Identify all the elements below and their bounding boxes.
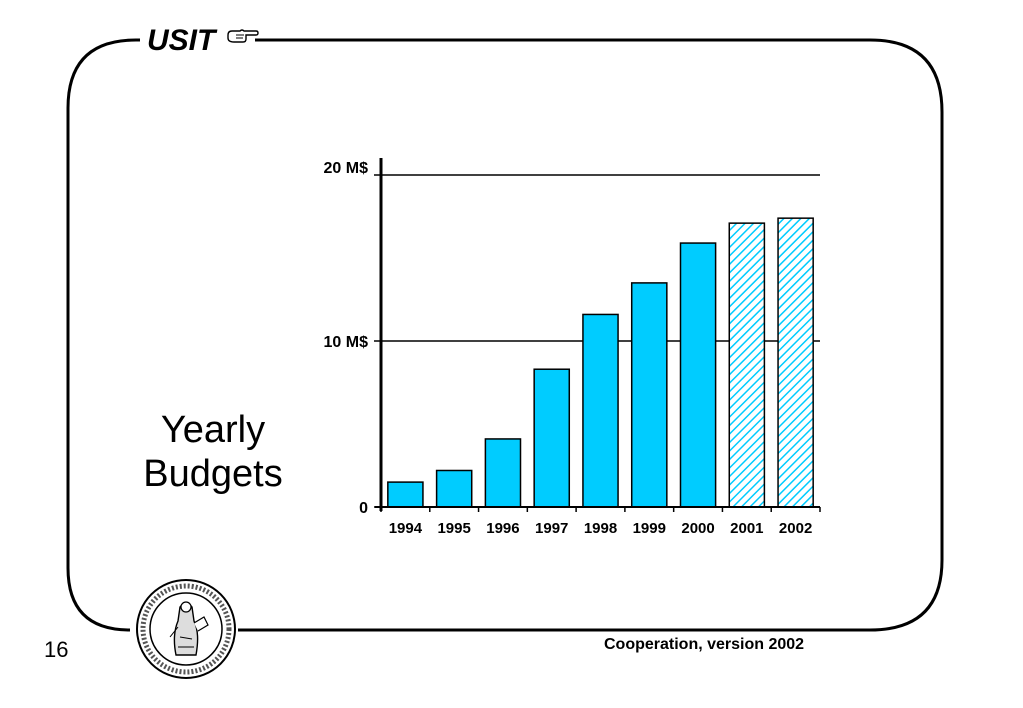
rounded-frame-border — [66, 38, 944, 632]
bar-2001 — [728, 222, 766, 508]
bar-1997 — [533, 368, 571, 508]
x-tick-label: 1996 — [486, 520, 519, 537]
slide-number: 16 — [44, 637, 69, 662]
side-title: Yearly Budgets — [128, 408, 298, 496]
bar-2002 — [777, 217, 814, 508]
bar-2000 — [679, 242, 717, 508]
bar-1999 — [630, 282, 668, 508]
x-tick-label: 1995 — [437, 520, 470, 537]
x-tick-label: 2001 — [730, 520, 763, 537]
x-tick-label: 1999 — [633, 520, 666, 537]
y-tick-label: 0 — [359, 500, 368, 517]
y-tick-label: 20 M$ — [324, 160, 369, 177]
x-tick-label: 1997 — [535, 520, 568, 537]
bar-1996 — [484, 438, 522, 508]
side-title-line2: Budgets — [143, 453, 283, 495]
university-seal-icon — [136, 579, 236, 679]
footer-text: Cooperation, version 2002 — [604, 636, 805, 653]
x-tick-label: 2002 — [779, 520, 812, 537]
x-tick-label: 1998 — [584, 520, 617, 537]
y-tick-label: 10 M$ — [324, 334, 369, 351]
pointing-hand-icon — [227, 29, 259, 43]
bar-1998 — [582, 313, 619, 508]
bar-1994 — [387, 481, 424, 508]
side-title-line1: Yearly — [160, 409, 266, 451]
x-tick-label: 1994 — [389, 520, 423, 537]
header-title: USIT — [147, 24, 216, 57]
bar-1995 — [435, 469, 473, 508]
x-tick-label: 2000 — [681, 520, 714, 537]
